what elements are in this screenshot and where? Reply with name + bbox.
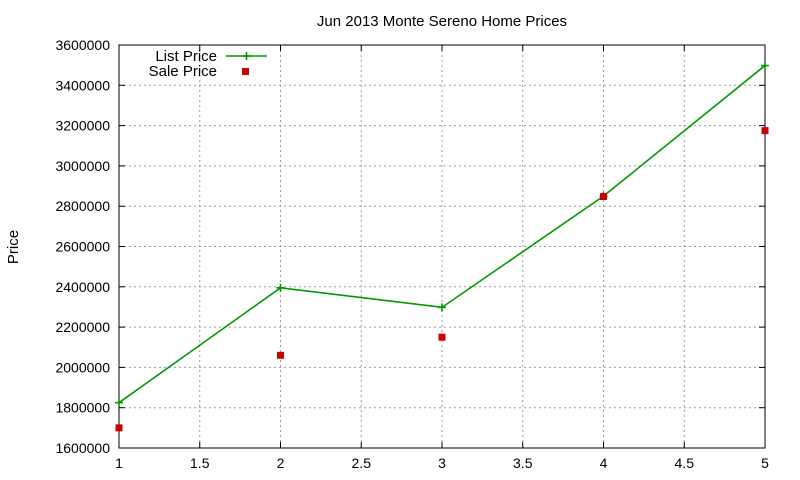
x-tick-label: 2.5: [352, 455, 372, 471]
legend-marker-sale-price: [242, 68, 249, 75]
x-axis-tick-labels: 1 1.5 2 2.5 3 3.5 4 4.5 5: [115, 455, 769, 471]
axis-ticks: [118, 44, 766, 449]
x-tick-label: 3: [438, 455, 446, 471]
y-axis-label: Price: [5, 230, 22, 264]
x-tick-label: 3.5: [513, 455, 533, 471]
chart-title: Jun 2013 Monte Sereno Home Prices: [317, 13, 567, 30]
list-price-point: [438, 303, 446, 312]
list-price-point: [761, 61, 769, 70]
sale-price-point: [600, 193, 607, 201]
y-tick-label: 1600000: [55, 440, 110, 456]
x-tick-label: 1: [115, 455, 123, 471]
x-tick-label: 4.5: [675, 455, 695, 471]
y-axis-tick-labels: 1600000 1800000 2000000 2200000 2400000 26000…: [55, 37, 110, 456]
legend: List Price Sale Price: [149, 48, 267, 80]
y-tick-label: 2800000: [55, 198, 110, 214]
y-tick-label: 2600000: [55, 239, 110, 255]
x-tick-label: 1.5: [190, 455, 210, 471]
legend-plus-mark: [242, 52, 251, 60]
series: [115, 61, 769, 432]
list-price-point: [115, 398, 123, 407]
y-tick-label: 3600000: [55, 37, 110, 53]
y-tick-label: 2400000: [55, 279, 110, 295]
sale-price-point: [761, 127, 769, 135]
legend-marker-list-price: [242, 52, 251, 60]
x-tick-label: 5: [761, 455, 769, 471]
legend-label-list-price: List Price: [155, 48, 217, 65]
grid: [119, 45, 765, 448]
x-tick-label: 2: [277, 455, 285, 471]
y-tick-label: 1800000: [55, 400, 110, 416]
sale-price-point: [115, 424, 123, 432]
sale-price-point: [277, 351, 284, 359]
legend-label-sale-price: Sale Price: [149, 63, 217, 80]
x-tick-label: 4: [600, 455, 608, 471]
y-tick-label: 3400000: [55, 77, 110, 93]
y-tick-label: 3200000: [55, 118, 110, 134]
y-tick-label: 2000000: [55, 359, 110, 375]
sale-price-point: [438, 333, 446, 341]
y-tick-label: 2200000: [55, 319, 110, 335]
list-price-point: [276, 283, 285, 292]
y-tick-label: 3000000: [55, 158, 110, 174]
